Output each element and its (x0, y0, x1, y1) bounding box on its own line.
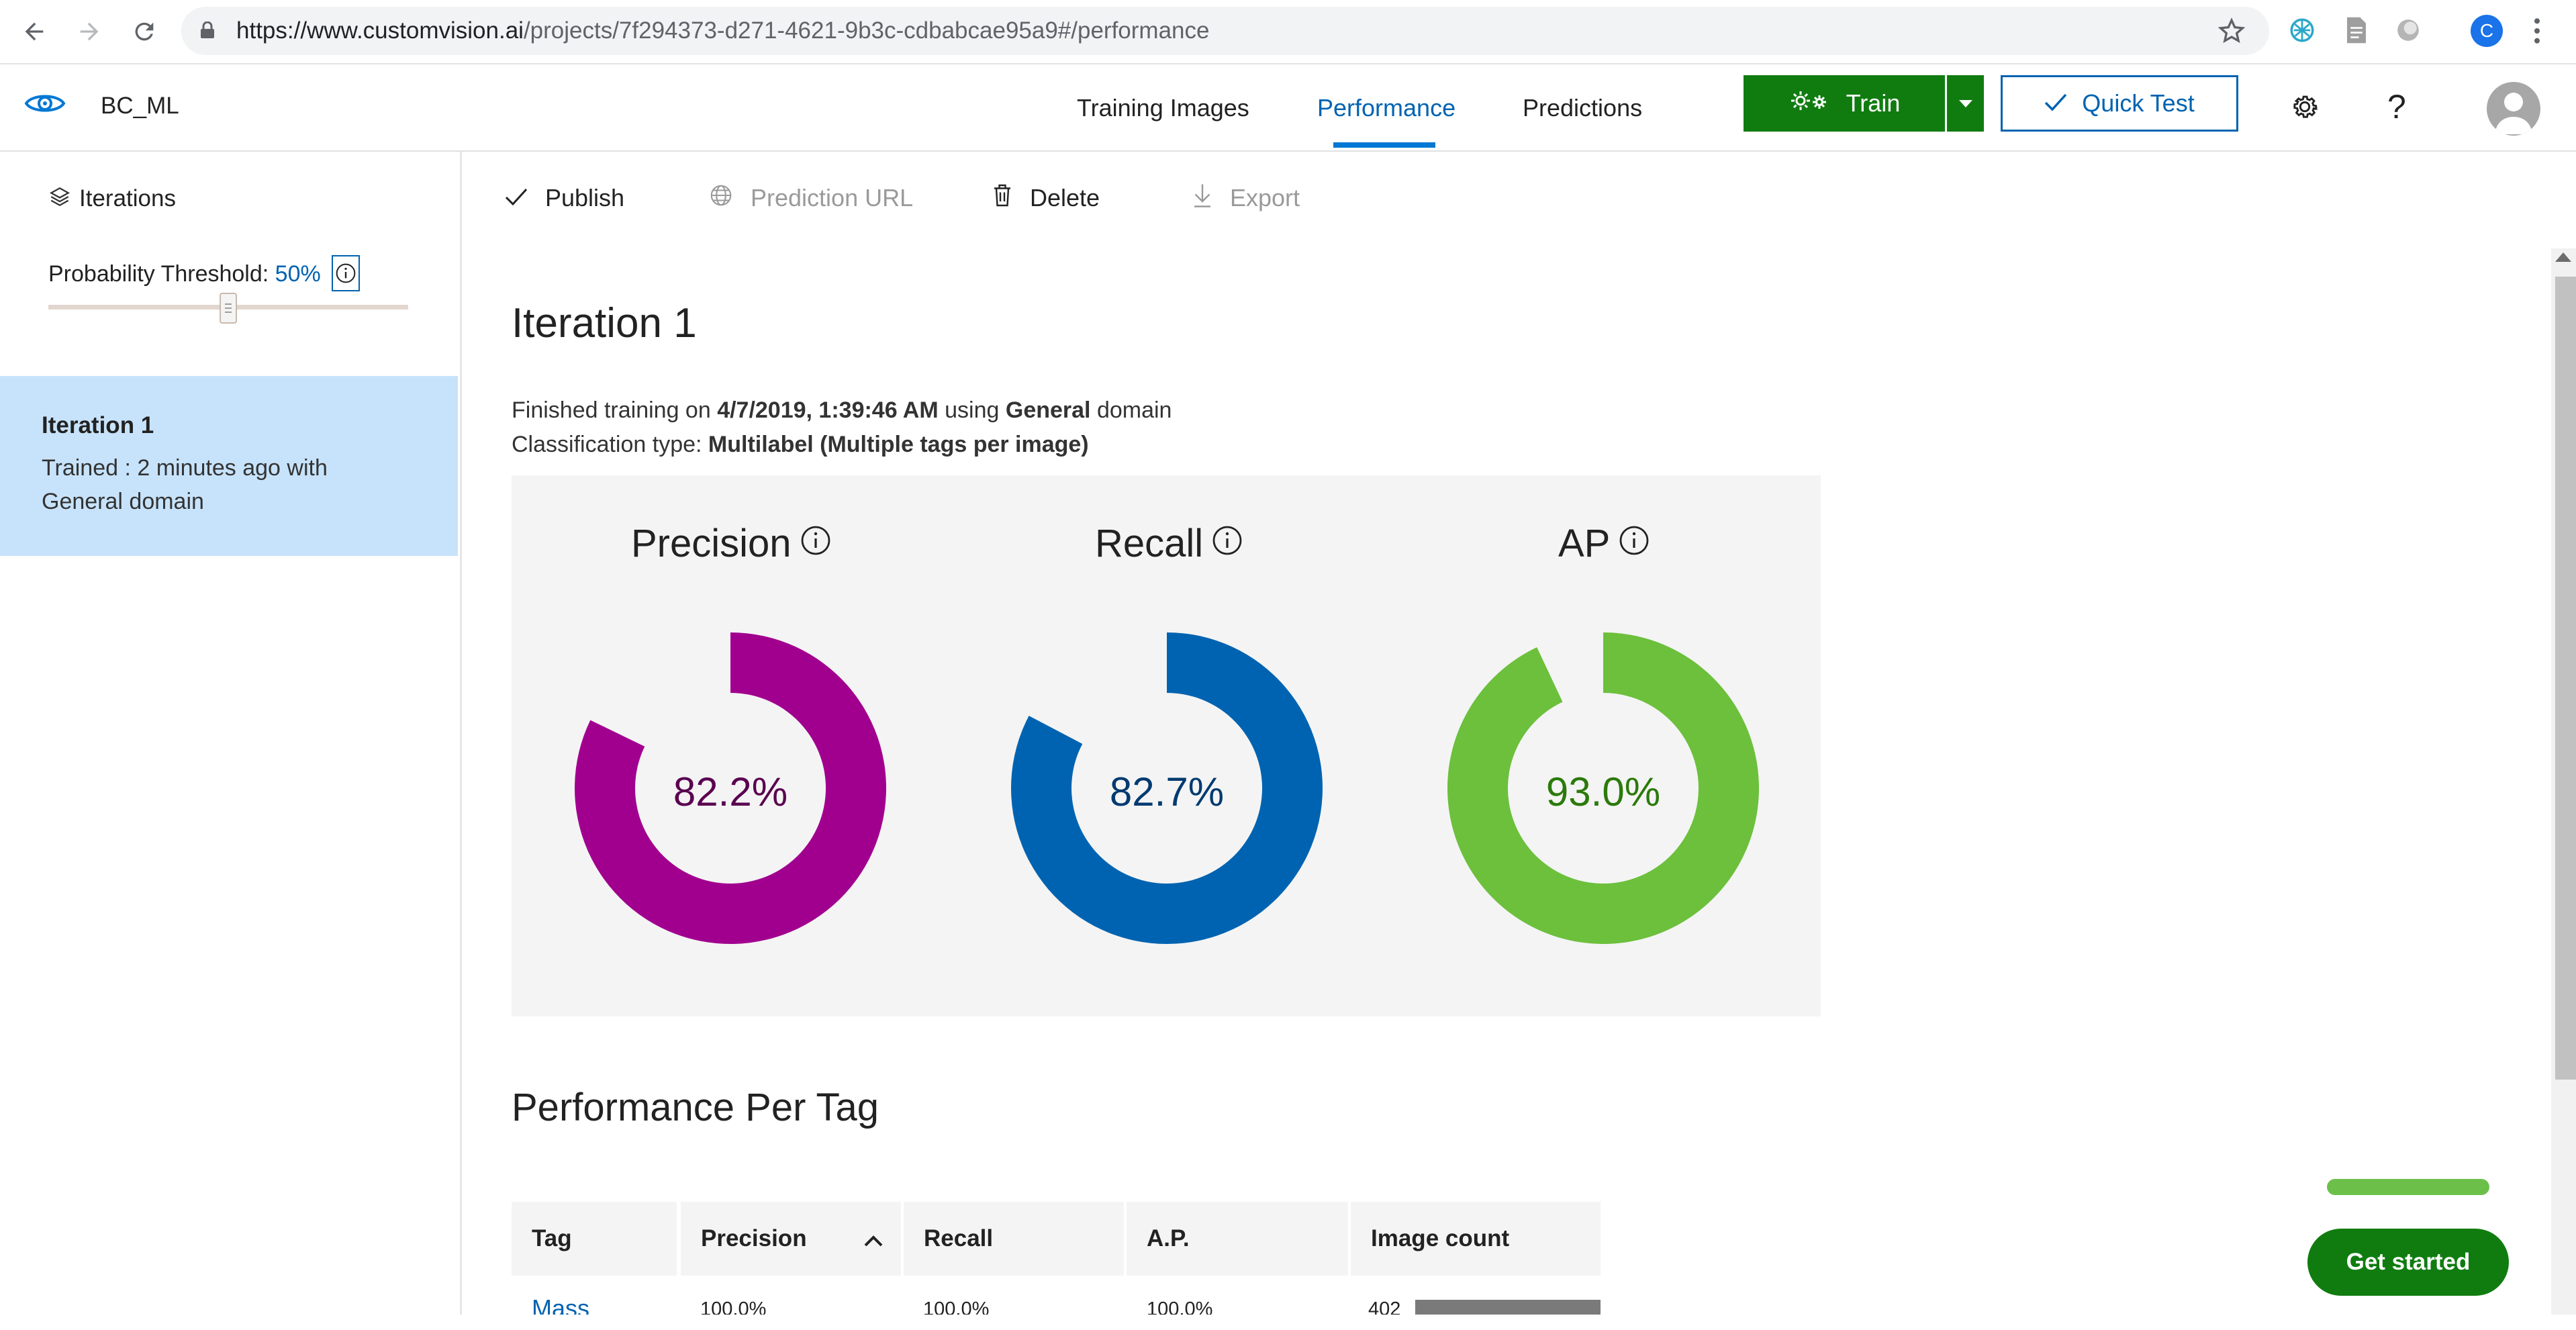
classification-type-line: Classification type: Multilabel (Multipl… (512, 428, 1089, 461)
tab-predictions[interactable]: Predictions (1523, 94, 1643, 122)
training-info-mid: using (938, 397, 1006, 423)
lock-icon (200, 21, 215, 39)
training-info-line: Finished training on 4/7/2019, 1:39:46 A… (512, 393, 1172, 427)
column-header-precision-label: Precision (701, 1225, 807, 1251)
forward-icon[interactable] (70, 12, 109, 51)
iterations-label: Iterations (79, 185, 176, 211)
ap-arc (1447, 632, 1759, 944)
profile-avatar[interactable]: C (2471, 15, 2503, 47)
window-bottom-edge (0, 1315, 2576, 1330)
eye-logo-icon[interactable] (24, 89, 66, 122)
publish-label: Publish (545, 184, 625, 211)
active-tab-indicator (1333, 142, 1435, 148)
help-icon[interactable]: ? (2387, 88, 2406, 126)
address-bar[interactable] (181, 7, 2269, 55)
url-host: https://www.customvision.ai (236, 17, 524, 44)
classification-type-value: Multilabel (Multiple tags per image) (708, 432, 1089, 457)
trash-icon (992, 183, 1012, 213)
train-dropdown-button[interactable] (1947, 75, 1984, 132)
threshold-label-text: Probability Threshold: (48, 261, 269, 287)
performance-per-tag-heading: Performance Per Tag (512, 1086, 879, 1129)
column-header-ap[interactable]: A.P. (1127, 1202, 1348, 1276)
training-info-suffix: domain (1090, 397, 1172, 423)
export-label: Export (1230, 184, 1300, 211)
precision-title: Precision (631, 521, 832, 566)
url-text[interactable]: https://www.customvision.ai/projects/7f2… (236, 15, 1209, 47)
recall-donut (1011, 632, 1323, 944)
ap-title: AP (1558, 521, 1650, 566)
tab-performance[interactable]: Performance (1317, 94, 1456, 122)
tab-training-images[interactable]: Training Images (1077, 94, 1249, 122)
export-button[interactable]: Export (1192, 181, 1300, 215)
iteration-list-item[interactable] (0, 376, 458, 556)
back-icon[interactable] (15, 12, 54, 51)
threshold-info-icon[interactable] (332, 255, 360, 291)
column-header-recall[interactable]: Recall (904, 1202, 1124, 1276)
iteration-item-title: Iteration 1 (42, 412, 154, 438)
ap-info-icon[interactable] (1618, 521, 1650, 566)
recall-value: 82.7% (1109, 769, 1225, 814)
threshold-value: 50% (275, 261, 321, 287)
recall-title: Recall (1095, 521, 1243, 566)
project-name[interactable]: BC_ML (101, 93, 179, 119)
training-info-prefix: Finished training on (512, 397, 718, 423)
column-header-image-count[interactable]: Image count (1351, 1202, 1601, 1276)
precision-donut (575, 632, 886, 944)
bookmark-star-icon[interactable] (2217, 17, 2246, 48)
iteration-heading: Iteration 1 (512, 300, 697, 346)
recall-label: Recall (1095, 522, 1204, 565)
ap-value: 93.0% (1545, 769, 1661, 814)
prediction-url-button[interactable]: Prediction URL (709, 181, 913, 215)
get-started-button[interactable]: Get started (2307, 1229, 2509, 1296)
train-button[interactable]: Train (1744, 75, 1945, 132)
delete-button[interactable]: Delete (992, 181, 1100, 215)
training-domain: General (1005, 397, 1091, 423)
url-path: /projects/7f294373-d271-4621-9b3c-cdbabc… (523, 17, 1210, 44)
train-label: Train (1846, 89, 1901, 117)
scrollbar-thumb[interactable] (2555, 277, 2576, 1080)
document-extension-icon[interactable] (2343, 16, 2370, 48)
threshold-slider-thumb[interactable] (220, 293, 237, 324)
iterations-sidebar (0, 152, 462, 1330)
onboarding-progress-bar (2327, 1179, 2489, 1195)
ap-label: AP (1558, 522, 1611, 565)
circle-extension-icon[interactable] (2395, 17, 2421, 46)
globe-icon (709, 183, 733, 213)
precision-value: 82.2% (673, 769, 788, 814)
quick-test-button[interactable]: Quick Test (2001, 75, 2238, 132)
precision-info-icon[interactable] (800, 521, 832, 566)
recall-info-icon[interactable] (1211, 521, 1243, 566)
checkmark-icon (2044, 89, 2067, 117)
column-header-tag[interactable]: Tag (512, 1202, 677, 1276)
layers-icon (48, 185, 71, 211)
download-icon (1192, 182, 1212, 215)
settings-gear-icon[interactable] (2289, 91, 2320, 126)
training-date: 4/7/2019, 1:39:46 AM (717, 397, 939, 423)
ap-donut (1447, 632, 1759, 944)
publish-button[interactable]: Publish (505, 181, 624, 215)
precision-label: Precision (631, 522, 792, 565)
precision-arc (575, 632, 886, 944)
iteration-item-description: Trained : 2 minutes ago with General dom… (42, 455, 328, 514)
scroll-up-arrow-icon[interactable] (2555, 252, 2571, 262)
probability-threshold-label: Probability Threshold: 50% (48, 258, 321, 290)
prediction-url-label: Prediction URL (751, 184, 914, 211)
delete-label: Delete (1030, 184, 1100, 211)
sort-ascending-icon (863, 1227, 884, 1254)
classification-type-prefix: Classification type: (512, 432, 708, 457)
browser-menu-icon[interactable] (2532, 16, 2542, 49)
column-header-precision[interactable]: Precision (681, 1202, 901, 1276)
reload-icon[interactable] (125, 12, 164, 51)
quick-test-label: Quick Test (2082, 89, 2195, 117)
user-avatar[interactable] (2487, 82, 2540, 136)
recall-arc (1011, 632, 1323, 944)
caret-down-icon (1958, 99, 1972, 107)
gears-icon (1788, 89, 1830, 119)
checkmark-icon (505, 184, 528, 212)
extension-icon[interactable] (2288, 16, 2316, 48)
